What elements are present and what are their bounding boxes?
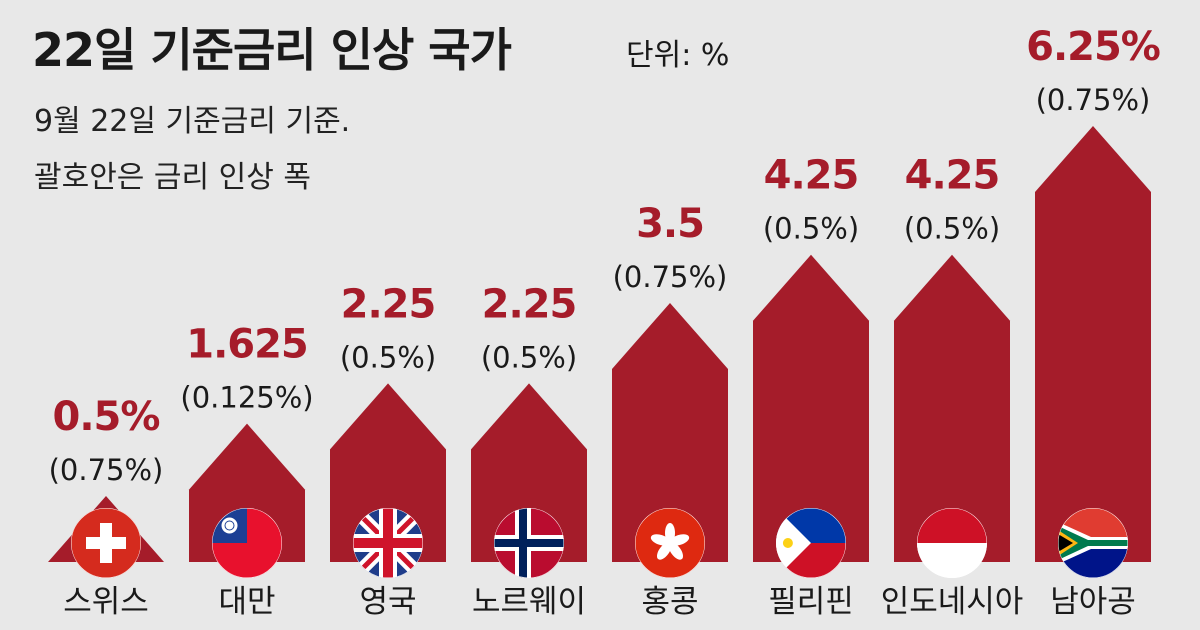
bar-홍콩: [612, 302, 728, 562]
switzerland-flag-icon: [71, 508, 141, 578]
increase-label: (0.5%): [481, 340, 577, 374]
bar-필리핀: [753, 254, 869, 562]
philippines-flag-icon: [776, 508, 846, 578]
value-label: 2.25: [341, 281, 436, 327]
increase-label: (0.125%): [180, 381, 313, 415]
increase-label: (0.5%): [904, 212, 1000, 246]
increase-label: (0.5%): [763, 212, 859, 246]
category-label: 대만: [218, 584, 275, 620]
taiwan-flag-icon: [212, 508, 282, 578]
value-label: 4.25: [764, 153, 859, 199]
increase-label: (0.75%): [49, 453, 164, 487]
uk-flag-icon: [353, 508, 423, 578]
value-label: 6.25%: [1026, 24, 1160, 70]
bar-남아공: [1035, 126, 1151, 562]
category-label: 홍콩: [641, 584, 698, 620]
value-label: 3.5: [636, 201, 704, 247]
increase-label: (0.75%): [1036, 83, 1151, 117]
value-label: 2.25: [482, 281, 577, 327]
value-label: 4.25: [905, 153, 1000, 199]
norway-flag-icon: [494, 508, 564, 578]
category-label: 남아공: [1050, 584, 1136, 620]
increase-label: (0.5%): [340, 340, 436, 374]
category-label: 인도네시아: [881, 584, 1024, 620]
category-label: 필리핀: [768, 584, 854, 620]
subtitle-line-1: 9월 22일 기준금리 기준.: [34, 104, 351, 139]
category-label: 영국: [359, 584, 416, 620]
value-label: 0.5%: [53, 394, 160, 440]
subtitle-line-2: 괄호안은 금리 인상 폭: [34, 160, 312, 195]
bar-노르웨이: [471, 383, 587, 562]
bar-인도네시아: [894, 254, 1010, 562]
hongkong-flag-icon: [635, 508, 705, 578]
category-label: 스위스: [63, 584, 149, 620]
category-label: 노르웨이: [472, 584, 586, 620]
indonesia-flag-icon: [917, 508, 987, 578]
south-africa-flag-icon: [1058, 508, 1128, 578]
bar-영국: [330, 383, 446, 562]
unit-label: 단위: %: [626, 38, 730, 73]
value-label: 1.625: [186, 322, 308, 368]
increase-label: (0.75%): [613, 260, 728, 294]
chart-title: 22일 기준금리 인상 국가: [32, 23, 512, 77]
